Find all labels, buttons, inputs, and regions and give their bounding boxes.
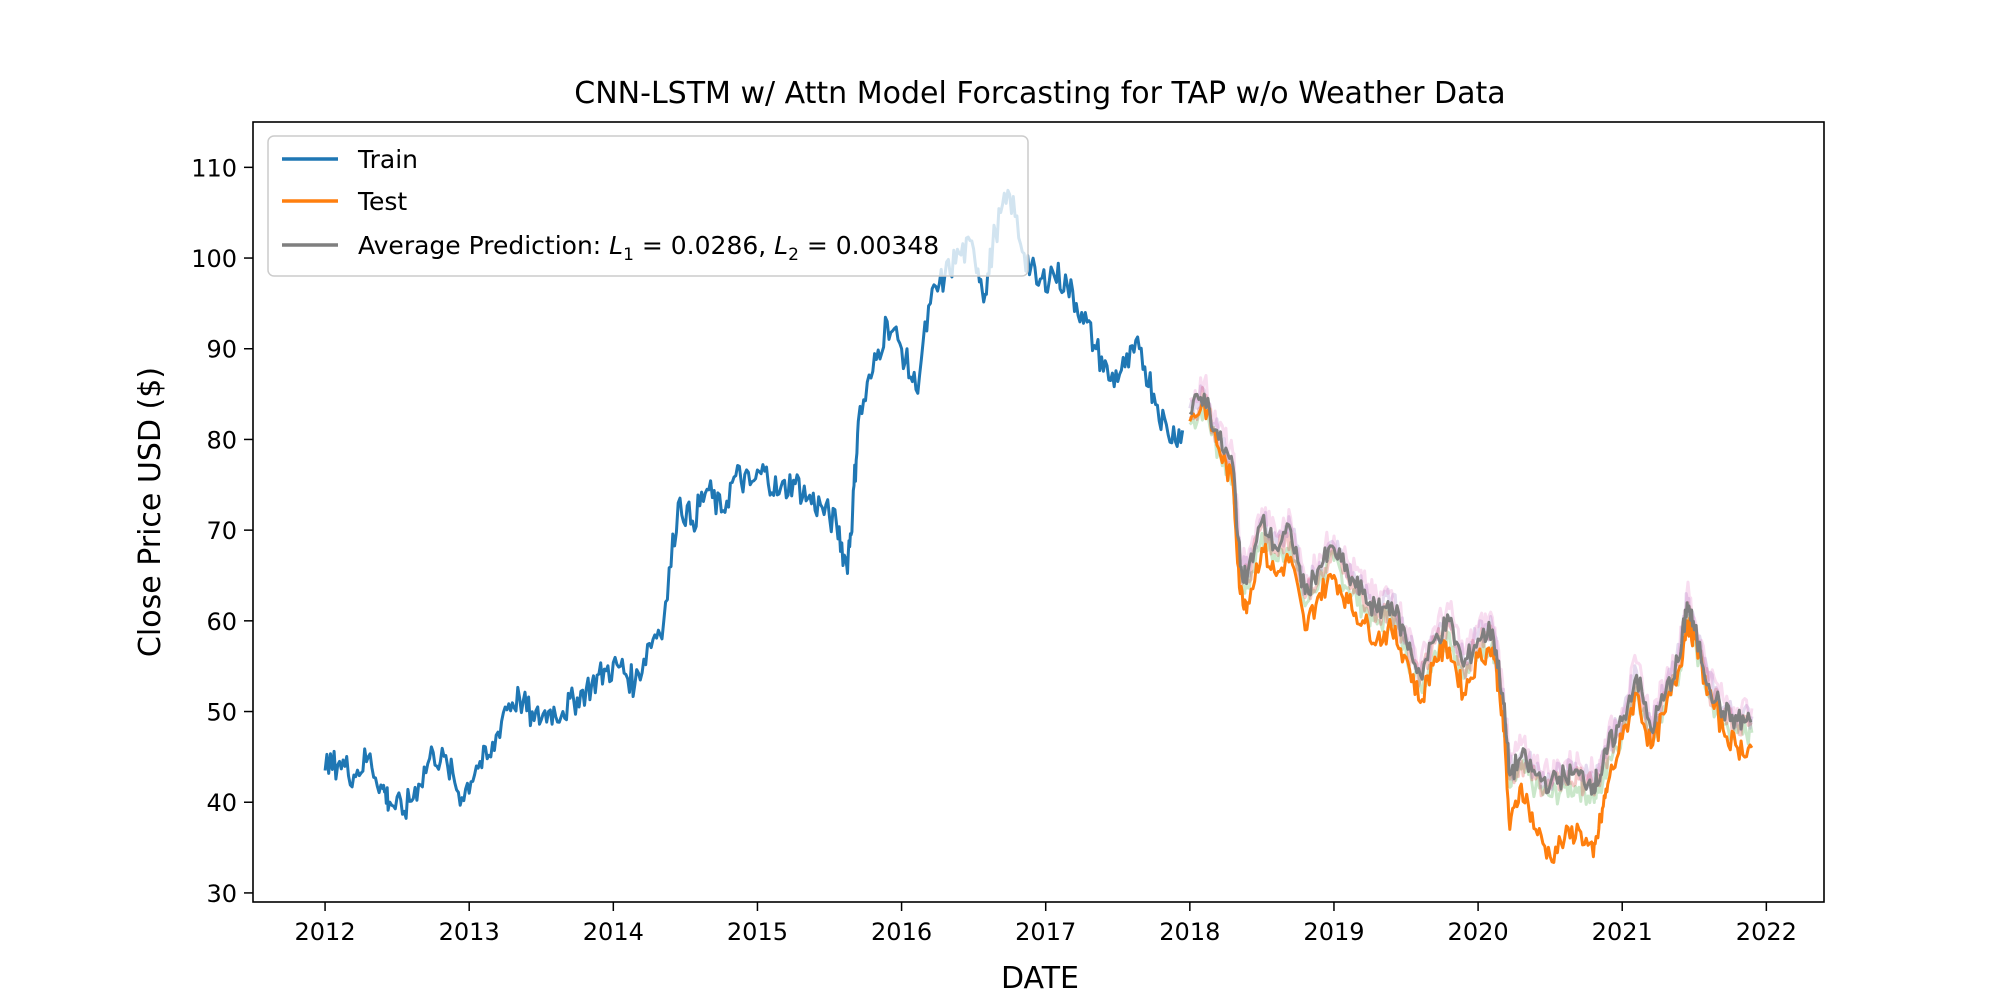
legend-avg-l1-symbol: L xyxy=(609,231,623,260)
legend-label-test: Test xyxy=(357,187,407,216)
y-tick-label: 100 xyxy=(191,245,237,273)
x-tick-label: 2013 xyxy=(439,918,500,946)
legend: Train Test Average Prediction: L1 = 0.02… xyxy=(267,135,1029,277)
x-tick-label: 2020 xyxy=(1448,918,1509,946)
y-tick-label: 70 xyxy=(206,517,237,545)
y-tick-label: 90 xyxy=(206,336,237,364)
x-tick-label: 2018 xyxy=(1159,918,1220,946)
legend-avg-l2-subscript: 2 xyxy=(788,245,799,265)
average-prediction-line xyxy=(1188,392,1753,796)
x-tick-label: 2021 xyxy=(1592,918,1653,946)
y-tick-label: 60 xyxy=(206,608,237,636)
y-tick-label: 30 xyxy=(206,880,237,908)
legend-box xyxy=(267,135,1029,277)
ensemble-band-line xyxy=(1188,374,1754,786)
y-axis-label: Close Price USD ($) xyxy=(133,367,168,657)
x-tick-label: 2019 xyxy=(1303,918,1364,946)
legend-label-average-prediction: Average Prediction: L1 = 0.0286, L2 = 0.… xyxy=(358,231,939,265)
train-line xyxy=(323,188,1185,820)
y-tick-label: 80 xyxy=(206,426,237,454)
legend-avg-l2-value: = 0.00348 xyxy=(799,231,939,260)
x-tick-label: 2012 xyxy=(295,918,356,946)
y-tick-label: 40 xyxy=(206,789,237,817)
ensemble-band-line xyxy=(1188,384,1754,793)
x-axis-label: DATE xyxy=(1001,961,1079,996)
x-tick-label: 2017 xyxy=(1015,918,1076,946)
x-tick-label: 2015 xyxy=(727,918,788,946)
y-axis-ticks: 30 40 50 60 70 80 90 100 110 xyxy=(191,154,253,908)
legend-avg-prefix: Average Prediction: xyxy=(358,231,609,260)
x-tick-label: 2016 xyxy=(871,918,932,946)
legend-avg-l1-value: = 0.0286, xyxy=(634,231,774,260)
x-tick-label: 2014 xyxy=(583,918,644,946)
legend-avg-l2-symbol: L xyxy=(774,231,788,260)
test-line xyxy=(1188,399,1754,864)
legend-avg-l1-subscript: 1 xyxy=(623,245,634,265)
y-tick-label: 110 xyxy=(191,154,237,182)
legend-label-train: Train xyxy=(357,145,418,174)
chart-title: CNN-LSTM w/ Attn Model Forcasting for TA… xyxy=(574,76,1505,111)
x-axis-ticks: 2012 2013 2014 2015 2016 2017 2018 2019 2020 2021… xyxy=(295,902,1797,946)
y-tick-label: 50 xyxy=(206,699,237,727)
series-lines xyxy=(323,188,1754,864)
plot-frame xyxy=(252,121,1825,903)
x-tick-label: 2022 xyxy=(1736,918,1797,946)
